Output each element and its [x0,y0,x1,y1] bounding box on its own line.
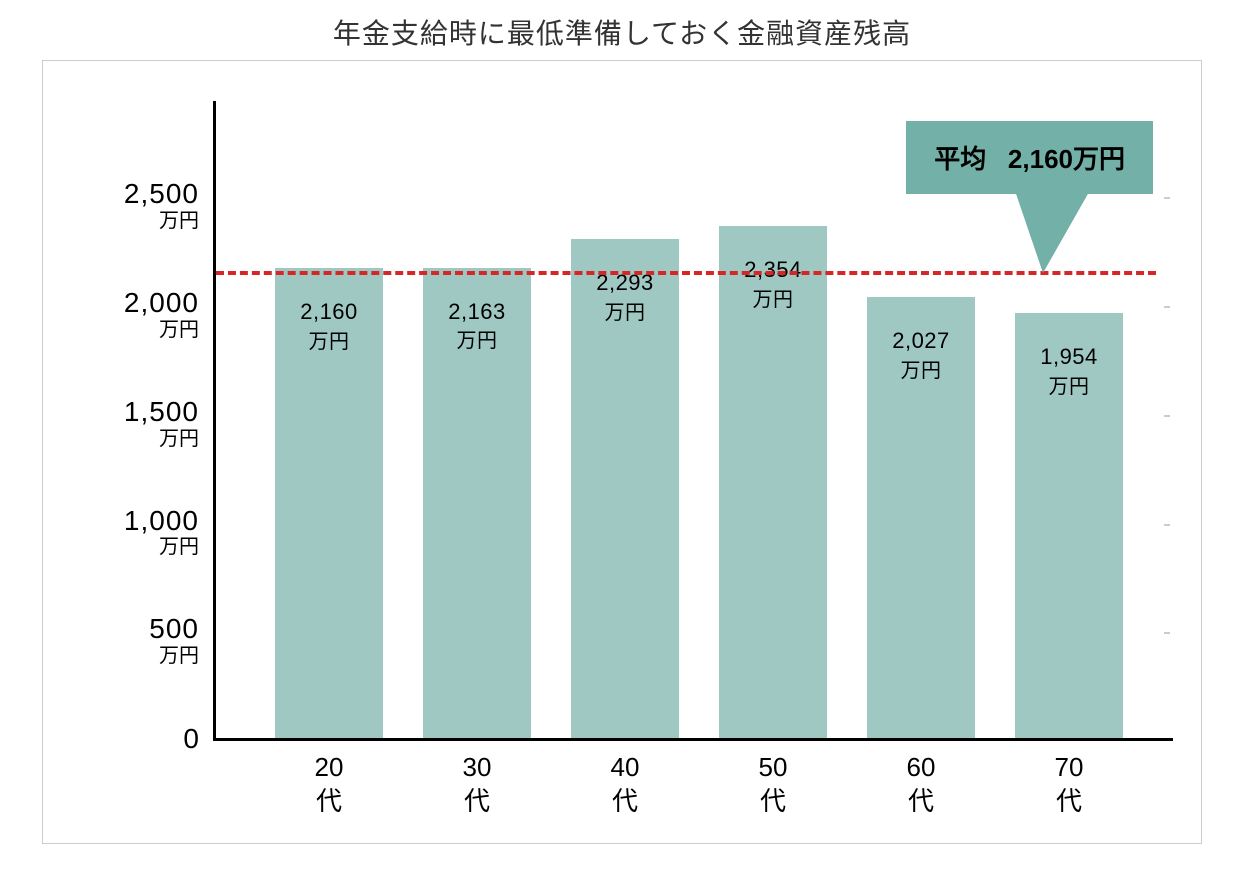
x-tick-50: 50代 [719,751,827,819]
grid-tick [1164,524,1170,526]
bar-70: 1,954万円 [1015,313,1123,738]
y-tick-unit: 万円 [124,536,199,558]
y-tick-value: 2,500 [124,179,199,210]
average-callout: 平均 2,160万円 [906,121,1153,194]
chart-title: 年金支給時に最低準備しておく金融資産残高 [0,0,1244,52]
bar-50: 2,354万円 [719,226,827,738]
y-tick-1500: 1,500万円 [124,397,199,450]
bar-label: 2,160万円 [275,298,383,355]
bar-40: 2,293万円 [571,239,679,738]
x-tick-70: 70代 [1015,751,1123,819]
grid-tick [1164,197,1170,199]
grid-tick [1164,415,1170,417]
plot-area: 0500万円1,000万円1,500万円2,000万円2,500万円 2,160… [213,101,1173,741]
grid-tick [1164,632,1170,634]
y-tick-value: 1,000 [124,506,199,537]
y-tick-1000: 1,000万円 [124,506,199,559]
bar-label: 2,163万円 [423,298,531,355]
bar-60: 2,027万円 [867,297,975,738]
y-tick-0: 0 [183,723,199,755]
chart-container: 0500万円1,000万円1,500万円2,000万円2,500万円 2,160… [42,60,1202,844]
bar-label: 2,293万円 [571,269,679,326]
grid-tick [1164,306,1170,308]
bar-label: 1,954万円 [1015,343,1123,400]
y-tick-unit: 万円 [124,319,199,341]
y-tick-value: 1,500 [124,397,199,428]
x-tick-60: 60代 [867,751,975,819]
y-tick-500: 500万円 [149,614,199,667]
y-axis [213,101,216,741]
bar-label: 2,354万円 [719,256,827,313]
bar-30: 2,163万円 [423,268,531,738]
y-tick-unit: 万円 [124,210,199,232]
x-tick-40: 40代 [571,751,679,819]
y-tick-value: 500 [149,614,199,645]
x-tick-30: 30代 [423,751,531,819]
y-tick-unit: 万円 [149,645,199,667]
y-tick-value: 2,000 [124,288,199,319]
x-axis [213,738,1173,741]
callout-value: 2,160万円 [1008,144,1125,174]
y-tick-2500: 2,500万円 [124,179,199,232]
y-tick-unit: 万円 [124,428,199,450]
callout-prefix: 平均 [934,144,986,174]
bar-20: 2,160万円 [275,268,383,738]
y-tick-2000: 2,000万円 [124,288,199,341]
x-tick-20: 20代 [275,751,383,819]
callout-tail [1013,185,1093,273]
bar-label: 2,027万円 [867,327,975,384]
